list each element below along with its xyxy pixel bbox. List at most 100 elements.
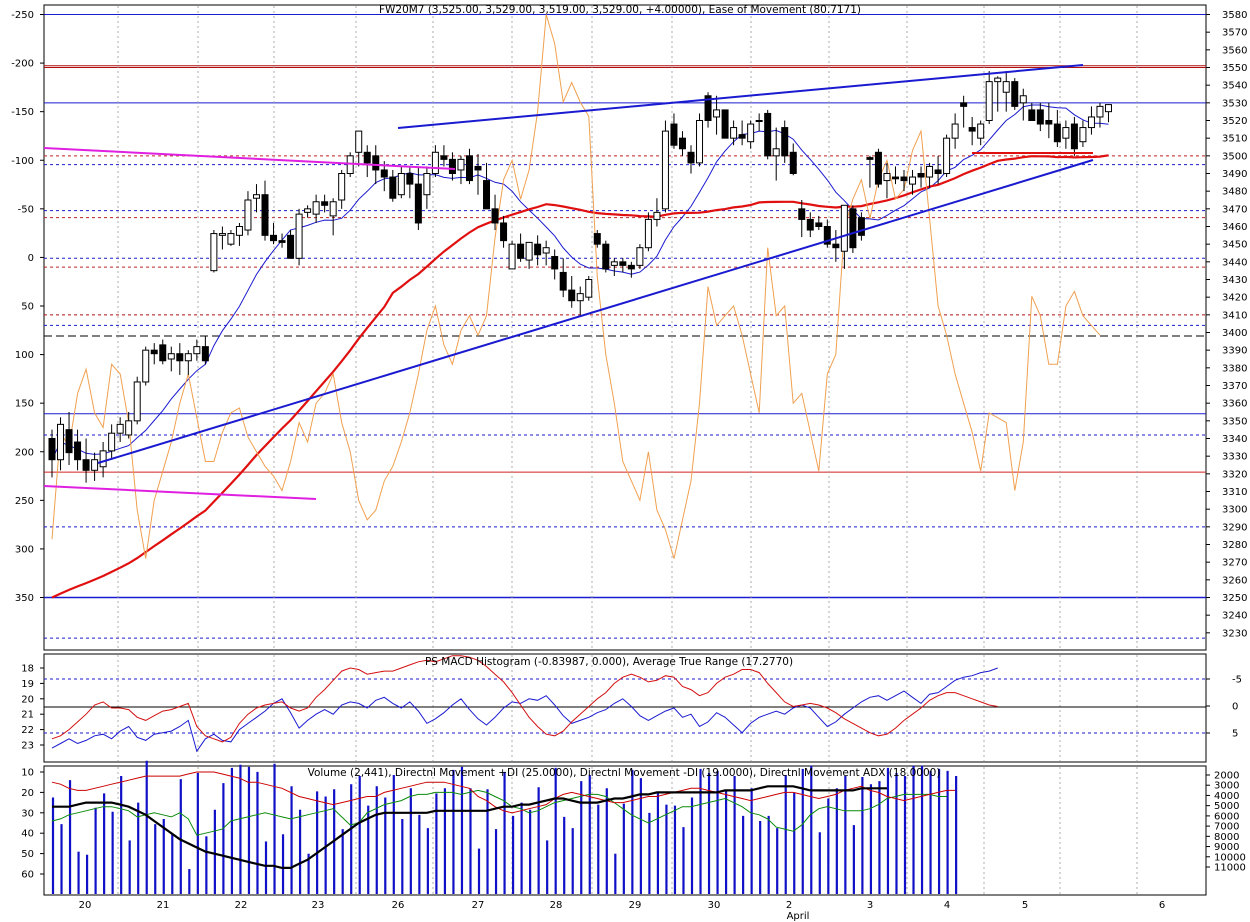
candle-body	[278, 240, 286, 243]
candle-body	[968, 127, 976, 132]
series-line-ps-macd-histogram	[51, 667, 998, 753]
candle	[678, 131, 686, 156]
candle	[713, 95, 721, 135]
uptrend-line	[97, 159, 1094, 464]
volume-bars	[51, 760, 958, 894]
candle-body	[627, 264, 635, 270]
candle	[696, 113, 704, 167]
candle-body	[815, 222, 823, 227]
candle-body	[517, 243, 525, 259]
x-axis-label: 21	[157, 900, 170, 911]
candle-body	[483, 180, 491, 210]
candle-body	[1011, 81, 1019, 107]
tick-label: 3240	[1222, 611, 1247, 622]
candle-body	[551, 256, 559, 270]
candle-body	[252, 194, 260, 199]
candle-body	[91, 459, 99, 471]
tick-label: 19	[21, 679, 34, 690]
axes: 350300250200150100500-50-100-150-200-250…	[11, 10, 1247, 922]
ma-long-line	[51, 154, 1109, 599]
candle-body	[602, 243, 610, 270]
candle	[423, 166, 431, 209]
candle-body	[661, 130, 669, 210]
tick-label: 3530	[1222, 98, 1247, 109]
candle-body	[900, 176, 908, 182]
x-axis-label: 6	[1159, 900, 1165, 911]
candle	[943, 134, 951, 178]
candle	[431, 145, 439, 178]
candle-body	[738, 134, 746, 139]
candle	[840, 204, 848, 269]
series-line-directnl-movement-adx	[52, 785, 887, 869]
candle-body	[201, 346, 209, 362]
tick-label: 60	[21, 870, 34, 881]
candle-body	[525, 241, 533, 261]
candle	[610, 258, 618, 276]
candle-body	[909, 176, 917, 185]
tick-label: 40	[21, 829, 34, 840]
tick-label: 3320	[1222, 469, 1247, 480]
candle-body	[218, 233, 226, 236]
candle	[440, 145, 448, 167]
candle	[934, 155, 942, 185]
tick-label: -150	[11, 107, 34, 118]
candle-body	[465, 155, 473, 182]
price-pane-title: FW20M7 (3,525.00, 3,529.00, 3,519.00, 3,…	[379, 4, 861, 16]
tick-label: 3350	[1222, 416, 1247, 427]
candle	[1036, 102, 1044, 132]
tick-label: 3310	[1222, 487, 1247, 498]
candle	[65, 412, 73, 465]
candle	[849, 205, 857, 253]
candle	[772, 127, 780, 181]
candle	[159, 339, 167, 365]
candle-body	[99, 450, 107, 468]
candle	[414, 166, 422, 231]
candle	[559, 258, 567, 298]
tick-label: 200	[15, 447, 34, 458]
tick-label: -200	[11, 59, 34, 70]
candle	[738, 120, 746, 146]
tick-label: 3400	[1222, 328, 1247, 339]
tick-label: 10	[21, 768, 34, 779]
candle-body	[789, 151, 797, 175]
candle	[619, 258, 627, 273]
candle-body	[696, 120, 704, 164]
candle-body	[985, 81, 993, 121]
candle-body	[917, 173, 925, 178]
candle-body	[176, 353, 184, 362]
candle-body	[304, 208, 312, 213]
candle	[730, 120, 738, 146]
candle	[500, 215, 508, 248]
candle-body	[150, 349, 158, 355]
candle-body	[747, 123, 755, 143]
tick-label: 0	[1232, 702, 1238, 713]
candle	[909, 169, 917, 195]
candle-body	[448, 158, 456, 175]
candle	[278, 233, 286, 248]
candle	[508, 240, 516, 270]
candle-body	[500, 222, 508, 242]
candle	[304, 205, 312, 218]
candle	[1104, 104, 1112, 123]
x-axis-label: 20	[79, 900, 92, 911]
tick-label: 30	[21, 808, 34, 819]
tick-label: 3300	[1222, 505, 1247, 516]
tick-label: 50	[21, 849, 34, 860]
candle	[210, 230, 218, 273]
upper-channel-line	[397, 64, 1084, 129]
candle	[670, 113, 678, 149]
candle	[1070, 116, 1078, 156]
candle	[48, 429, 56, 478]
candle	[321, 194, 329, 213]
candle	[167, 346, 175, 372]
candle	[900, 169, 908, 192]
candle-body	[1062, 127, 1070, 139]
tick-label: 3340	[1222, 434, 1247, 445]
tick-label: 20	[21, 788, 34, 799]
candle-body	[977, 123, 985, 139]
candle	[91, 452, 99, 481]
candle	[82, 438, 90, 483]
candle-body	[678, 137, 686, 150]
candle	[568, 275, 576, 308]
